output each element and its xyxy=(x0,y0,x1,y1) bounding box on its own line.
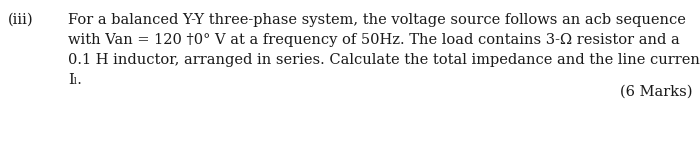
Text: (iii): (iii) xyxy=(8,13,34,27)
Text: 0.1 H inductor, arranged in series. Calculate the total impedance and the line c: 0.1 H inductor, arranged in series. Calc… xyxy=(68,53,700,67)
Text: (6 Marks): (6 Marks) xyxy=(620,85,692,99)
Text: For a balanced Y-Y three-phase system, the voltage source follows an acb sequenc: For a balanced Y-Y three-phase system, t… xyxy=(68,13,686,27)
Text: with Van = 120 †0° V at a frequency of 50Hz. The load contains 3-Ω resistor and : with Van = 120 †0° V at a frequency of 5… xyxy=(68,33,680,47)
Text: Iₗ.: Iₗ. xyxy=(68,73,82,87)
